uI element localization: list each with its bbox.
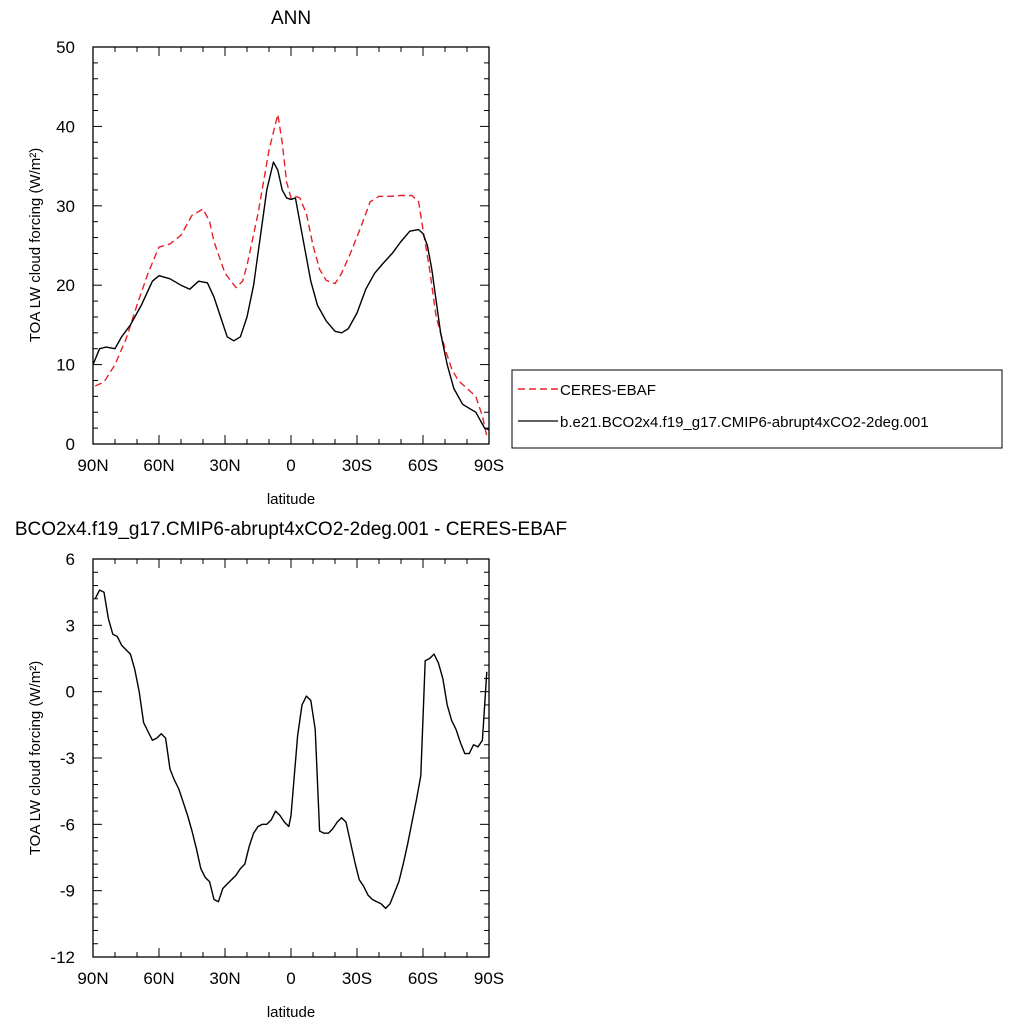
- bottom-plot-frame: [92, 558, 490, 958]
- bottom-y-tick-label: 3: [66, 616, 75, 635]
- bottom-x-tick-label: 60N: [143, 969, 174, 988]
- top-y-axis-label: TOA LW cloud forcing (W/m²): [27, 148, 44, 342]
- bottom-y-tick-label: 0: [66, 683, 75, 702]
- bottom-x-axis-label: latitude: [267, 1004, 315, 1021]
- top-y-tick-label: 10: [56, 356, 75, 375]
- bottom-y-axis-label: TOA LW cloud forcing (W/m²): [27, 661, 44, 855]
- legend-label-model: b.e21.BCO2x4.f19_g17.CMIP6-abrupt4xCO2-2…: [560, 414, 929, 431]
- bottom-x-tick-label: 90N: [77, 969, 108, 988]
- bottom-series-line-0: [94, 589, 488, 910]
- bottom-panel: BCO2x4.f19_g17.CMIP6-abrupt4xCO2-2deg.00…: [15, 519, 567, 1021]
- bottom-y-tick-label: -6: [60, 815, 75, 834]
- top-x-axis-label: latitude: [267, 491, 315, 508]
- top-y-tick-label: 30: [56, 197, 75, 216]
- top-y-tick-label: 0: [66, 435, 75, 454]
- bottom-y-tick-label: -3: [60, 749, 75, 768]
- bottom-x-tick-label: 0: [286, 969, 295, 988]
- bottom-y-tick-label: 6: [66, 550, 75, 569]
- top-series-line-1: [92, 161, 490, 431]
- bottom-x-tick-label: 60S: [408, 969, 438, 988]
- legend: CERES-EBAF b.e21.BCO2x4.f19_g17.CMIP6-ab…: [511, 369, 1003, 449]
- top-lines: [92, 113, 490, 437]
- bottom-chart-title: BCO2x4.f19_g17.CMIP6-abrupt4xCO2-2deg.00…: [15, 519, 567, 540]
- legend-box: [511, 369, 1003, 449]
- top-x-tick-label: 0: [286, 456, 295, 475]
- top-ticks: 90N 60N 30N 0 30S 60S 90S 0 10 20 30 40 50: [56, 38, 504, 475]
- legend-label-ceres: CERES-EBAF: [560, 382, 656, 399]
- top-x-tick-label: 60N: [143, 456, 174, 475]
- bottom-x-tick-label: 30S: [342, 969, 372, 988]
- bottom-x-tick-label: 30N: [209, 969, 240, 988]
- top-plot-frame: [92, 46, 490, 445]
- top-x-tick-label: 60S: [408, 456, 438, 475]
- top-series-line-0: [94, 113, 488, 437]
- top-y-tick-label: 40: [56, 117, 75, 136]
- top-y-tick-label: 20: [56, 276, 75, 295]
- bottom-y-tick-label: -9: [60, 882, 75, 901]
- top-x-tick-label: 90N: [77, 456, 108, 475]
- top-panel: ANN 90N 60N 30N 0 30S 60S 90S 0 10 20 30 40 50 latit…: [27, 8, 504, 508]
- top-x-tick-label: 30N: [209, 456, 240, 475]
- top-x-tick-label: 90S: [474, 456, 504, 475]
- top-x-tick-label: 30S: [342, 456, 372, 475]
- top-y-tick-label: 50: [56, 38, 75, 57]
- bottom-x-tick-label: 90S: [474, 969, 504, 988]
- bottom-ticks: 90N 60N 30N 0 30S 60S 90S -12 -9 -6 -3 0 3 6: [50, 550, 504, 988]
- bottom-lines: [94, 589, 488, 910]
- bottom-y-tick-label: -12: [50, 948, 75, 967]
- top-chart-title: ANN: [271, 8, 311, 29]
